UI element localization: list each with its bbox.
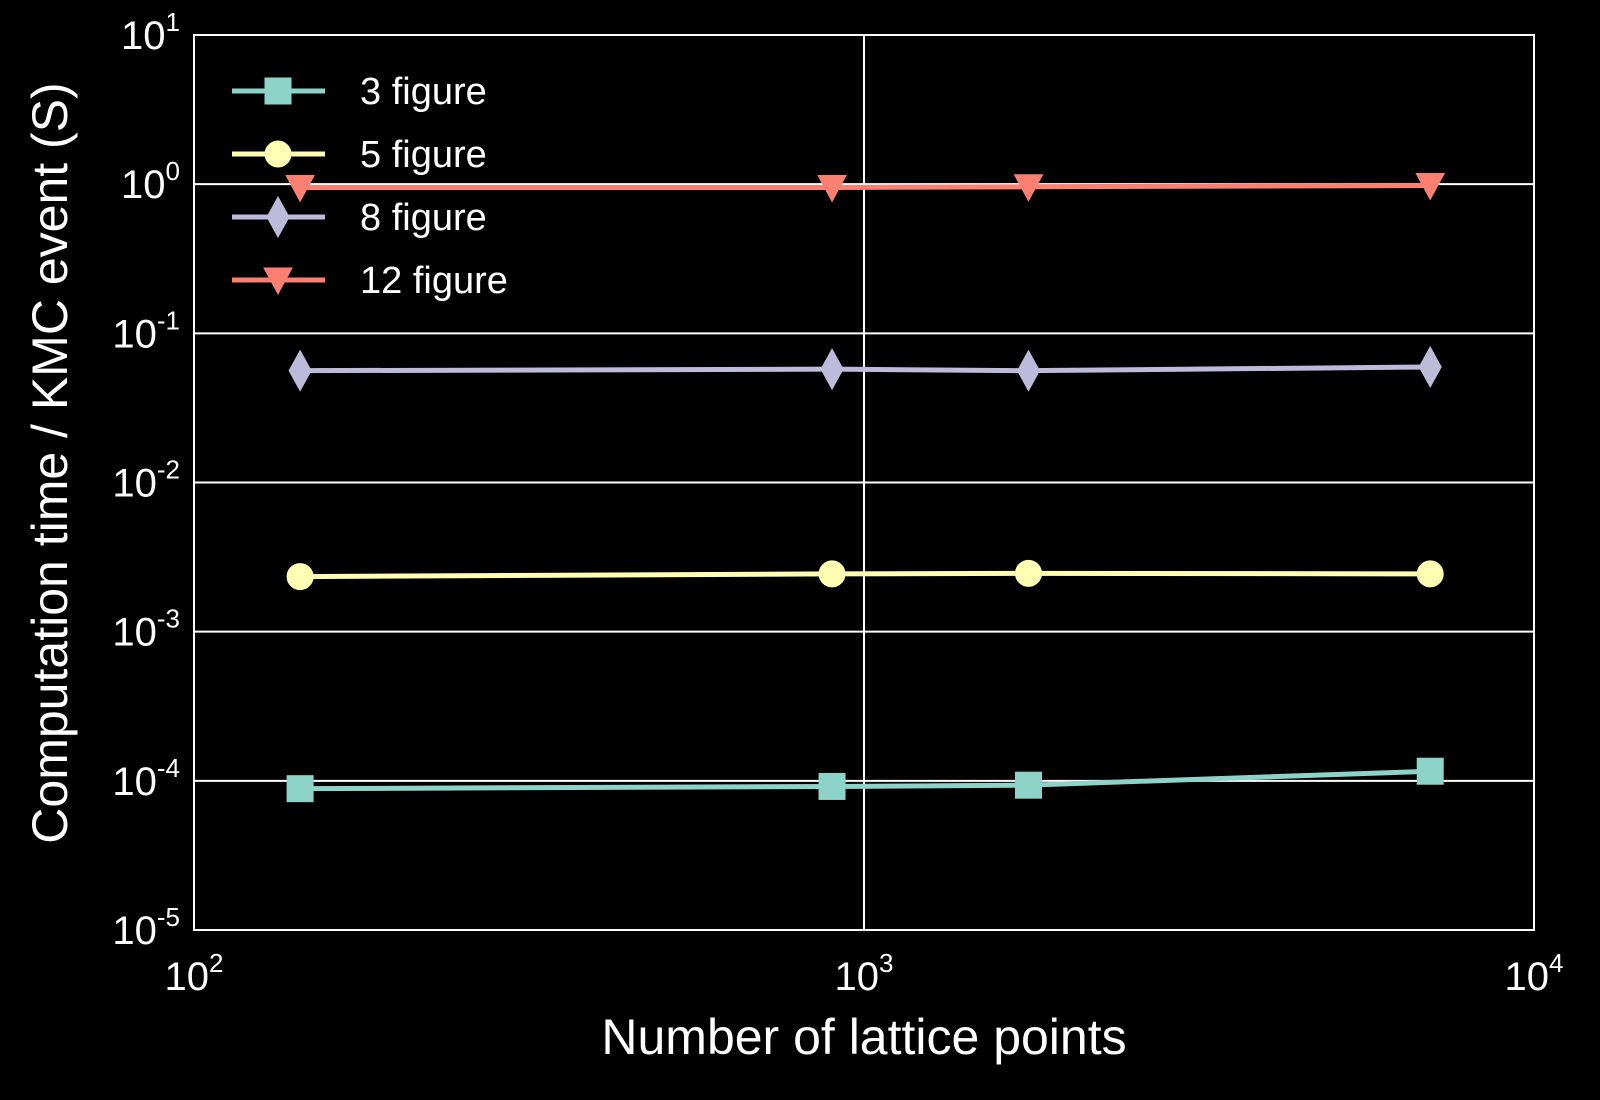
y-tick-base: 10 (121, 14, 166, 58)
legend-item: 5 figure (232, 134, 487, 176)
data-point (1013, 174, 1044, 202)
plot-area-frame (193, 34, 1535, 931)
data-point (288, 349, 312, 392)
legend: 3 figure 5 figure 8 figure 12 figure (232, 71, 508, 302)
series-4 (285, 172, 1446, 203)
x-tick-exponent: 3 (879, 948, 893, 978)
legend-item: 12 figure (232, 260, 508, 302)
x-tick-base: 10 (835, 955, 880, 999)
x-axis-label: Number of lattice points (601, 1009, 1126, 1065)
data-point (1418, 345, 1442, 389)
data-point (285, 174, 315, 203)
y-tick-exponent: -4 (157, 753, 180, 783)
legend-label: 3 figure (360, 71, 487, 113)
series-1 (286, 757, 1444, 803)
y-tick-exponent: -5 (157, 902, 180, 932)
y-tick-base: 10 (112, 611, 157, 655)
data-point (1415, 172, 1446, 201)
y-tick-base: 10 (112, 909, 157, 953)
data-point (286, 563, 314, 591)
y-tick-label: 10-5 (112, 902, 180, 953)
x-tick-label: 103 (835, 948, 894, 999)
legend-marker (263, 267, 293, 296)
y-tick-exponent: -3 (157, 604, 180, 634)
legend-marker (266, 195, 290, 239)
data-point (1416, 560, 1444, 588)
y-tick-exponent: 0 (166, 156, 180, 186)
x-tick-labels: 102 103 104 (165, 948, 1564, 999)
x-tick-label: 102 (165, 948, 224, 999)
y-tick-base: 10 (112, 462, 157, 506)
y-tick-label: 10-3 (112, 604, 180, 655)
data-point (1016, 349, 1041, 392)
y-tick-exponent: -2 (157, 455, 180, 485)
legend-marker (264, 140, 292, 168)
data-point (818, 560, 846, 588)
y-tick-exponent: -1 (157, 305, 180, 335)
y-tick-label: 10-2 (112, 455, 180, 506)
y-tick-base: 10 (112, 760, 157, 804)
y-axis-label: Computation time / KMC event (S) (22, 82, 78, 843)
data-point (1416, 757, 1444, 785)
y-tick-label: 10-1 (112, 305, 180, 356)
series-line (300, 570, 1431, 580)
legend-label: 12 figure (360, 260, 508, 302)
y-tick-label: 101 (121, 7, 180, 58)
y-tick-label: 100 (121, 156, 180, 207)
y-tick-base: 10 (112, 312, 157, 356)
legend-item: 8 figure (232, 195, 487, 239)
y-tick-exponent: 1 (166, 7, 180, 37)
series-3 (288, 345, 1442, 392)
data-point (818, 772, 846, 800)
series-line (300, 364, 1431, 374)
data-point (1014, 559, 1042, 587)
legend-marker (264, 77, 292, 105)
data-point (820, 348, 844, 391)
data-point (817, 174, 847, 203)
series-line (300, 768, 1431, 792)
x-tick-base: 10 (165, 955, 210, 999)
legend-label: 5 figure (360, 134, 487, 176)
series-layer (285, 172, 1446, 803)
series-line (300, 182, 1431, 190)
series-2 (286, 559, 1444, 591)
legend-item: 3 figure (232, 71, 487, 113)
data-point (1014, 771, 1042, 799)
legend-label: 8 figure (360, 197, 487, 239)
y-tick-base: 10 (121, 163, 166, 207)
x-tick-base: 10 (1505, 955, 1550, 999)
x-tick-label: 104 (1505, 948, 1564, 999)
x-tick-exponent: 2 (209, 948, 223, 978)
x-tick-exponent: 4 (1549, 948, 1563, 978)
data-point (286, 775, 314, 803)
y-tick-label: 10-4 (112, 753, 180, 804)
